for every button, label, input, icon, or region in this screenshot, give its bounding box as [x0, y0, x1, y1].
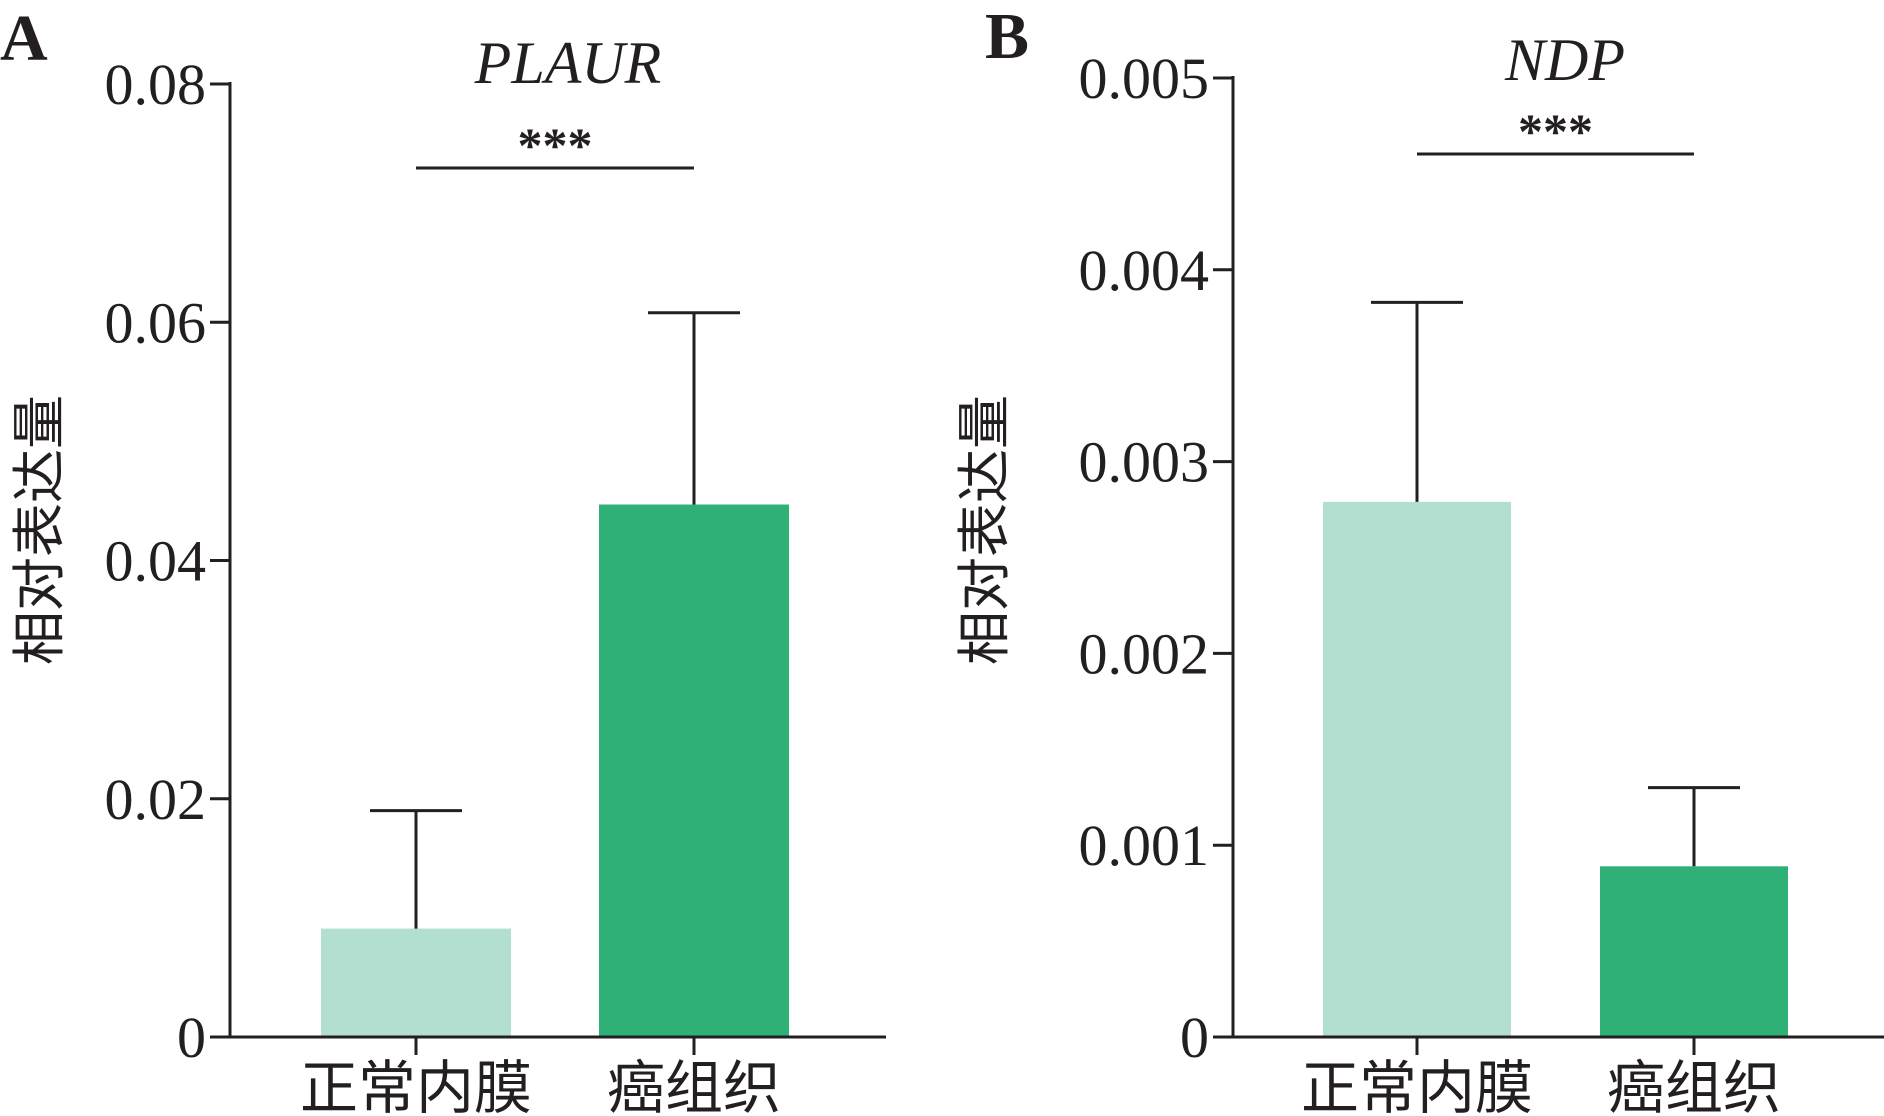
y-tick-label-0: 0: [1180, 1005, 1209, 1070]
y-tick-label-3: 0.003: [1079, 430, 1210, 495]
y-tick-label-1: 0.02: [105, 767, 207, 832]
panel-label: B: [985, 0, 1029, 73]
y-axis-label: 相对表达量: [953, 395, 1016, 665]
bar-1: [1600, 866, 1788, 1037]
y-tick-label-0: 0: [177, 1005, 206, 1070]
panel-label: A: [0, 2, 48, 75]
significance-label: ***: [518, 117, 593, 173]
y-tick-label-2: 0.04: [105, 529, 207, 594]
x-tick-label-0: 正常内膜: [300, 1054, 532, 1116]
x-tick-label-0: 正常内膜: [1301, 1054, 1533, 1116]
bar-0: [1323, 501, 1511, 1037]
chart-title: NDP: [1504, 27, 1625, 93]
y-tick-label-3: 0.06: [105, 290, 207, 355]
bar-1: [599, 504, 789, 1038]
x-tick-label-1: 癌组织: [1607, 1054, 1781, 1116]
y-tick-label-4: 0.08: [105, 52, 207, 117]
y-tick-label-4: 0.004: [1079, 238, 1210, 303]
y-tick-label-2: 0.002: [1079, 621, 1210, 686]
y-tick-label-5: 0.005: [1079, 46, 1210, 111]
bar-0: [321, 928, 511, 1037]
x-tick-label-1: 癌组织: [607, 1054, 781, 1116]
y-axis-label: 相对表达量: [8, 395, 71, 665]
y-tick-label-1: 0.001: [1079, 813, 1210, 878]
significance-label: ***: [1518, 103, 1593, 159]
chart-title: PLAUR: [474, 30, 662, 96]
